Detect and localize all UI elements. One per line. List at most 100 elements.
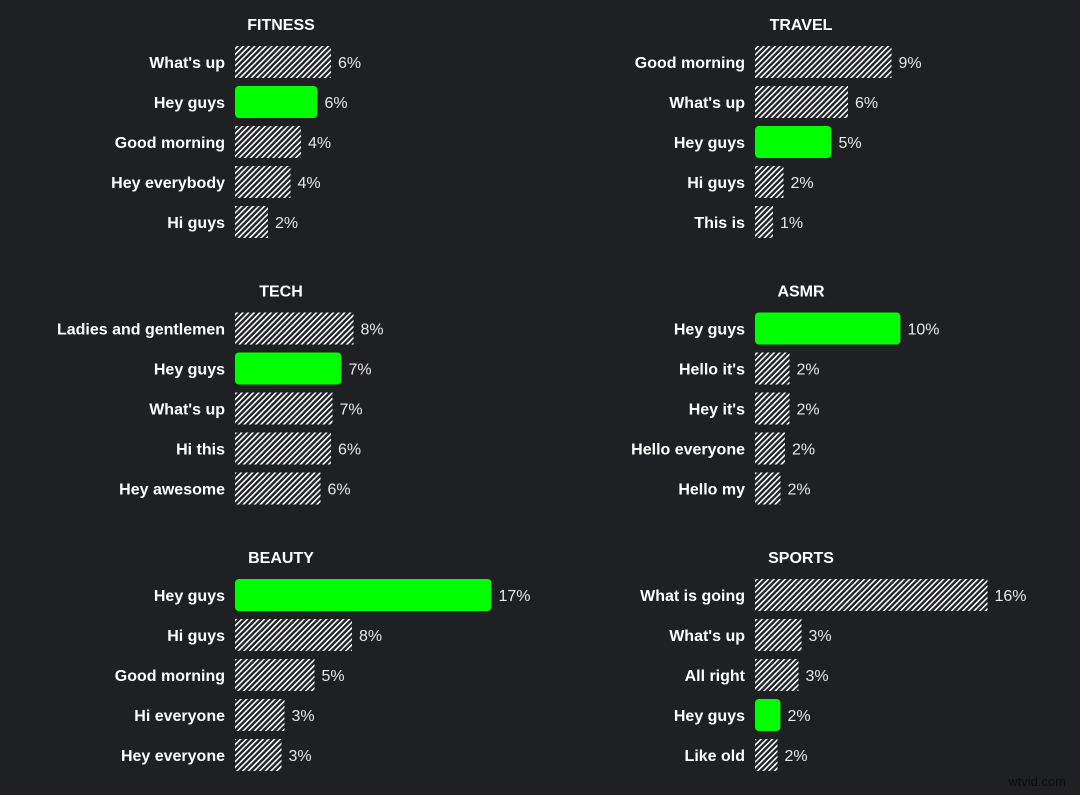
bar: [755, 392, 790, 425]
data-label: 6%: [338, 442, 361, 459]
category-label: Hey guys: [674, 135, 745, 152]
data-label: 2%: [275, 215, 298, 232]
category-label: Good morning: [115, 668, 225, 685]
panel-title: ASMR: [777, 284, 825, 301]
bar: [755, 312, 901, 345]
data-label: 2%: [788, 482, 811, 499]
watermark: wtvid.com: [1008, 774, 1066, 789]
data-label: 6%: [338, 55, 361, 72]
category-label: Hey guys: [674, 708, 745, 725]
data-label: 6%: [855, 95, 878, 112]
bar: [755, 432, 785, 465]
data-label: 2%: [797, 362, 820, 379]
data-label: 16%: [995, 588, 1027, 605]
category-label: What's up: [149, 402, 225, 419]
bar: [755, 619, 802, 651]
category-label: Hi guys: [167, 215, 225, 232]
panel-travel: TRAVEL Good morning 9% What's up 6% Hey guys 5…: [635, 17, 922, 238]
bar: [755, 659, 799, 691]
bar: [755, 739, 778, 771]
data-label: 6%: [325, 95, 348, 112]
data-label: 9%: [899, 55, 922, 72]
data-label: 5%: [839, 135, 862, 152]
category-label: Hi guys: [687, 175, 745, 192]
data-label: 8%: [361, 322, 384, 339]
category-label: Hi guys: [167, 628, 225, 645]
bar: [235, 699, 285, 731]
data-label: 3%: [292, 708, 315, 725]
category-label: Hello it's: [679, 362, 745, 379]
data-label: 10%: [908, 322, 940, 339]
data-label: 2%: [797, 402, 820, 419]
category-label: Hey guys: [154, 362, 225, 379]
panel-title: TRAVEL: [770, 17, 833, 34]
data-label: 2%: [785, 748, 808, 765]
bar: [755, 579, 988, 611]
category-label: Hi everyone: [134, 708, 225, 725]
data-label: 7%: [340, 402, 363, 419]
category-label: All right: [685, 668, 746, 685]
bar: [235, 46, 331, 78]
category-label: Hello my: [678, 482, 745, 499]
data-label: 1%: [780, 215, 803, 232]
category-label: This is: [694, 215, 745, 232]
category-label: Ladies and gentlemen: [57, 322, 225, 339]
data-label: 4%: [298, 175, 321, 192]
data-label: 3%: [289, 748, 312, 765]
panel-tech: TECH Ladies and gentlemen 8% Hey guys 7% What…: [57, 284, 384, 505]
bar: [755, 472, 781, 505]
bar: [235, 352, 342, 385]
category-label: Hey guys: [154, 588, 225, 605]
data-label: 2%: [792, 442, 815, 459]
bar: [755, 86, 848, 118]
panel-title: BEAUTY: [248, 550, 314, 567]
bar: [755, 166, 784, 198]
bar: [235, 206, 268, 238]
category-label: Hi this: [176, 442, 225, 459]
category-label: Hey guys: [154, 95, 225, 112]
data-label: 7%: [349, 362, 372, 379]
bar: [235, 432, 331, 465]
panel-fitness: FITNESS What's up 6% Hey guys 6% Good morning…: [111, 17, 361, 238]
data-label: 5%: [322, 668, 345, 685]
bar: [755, 126, 832, 158]
bar: [235, 86, 318, 118]
category-label: What's up: [669, 628, 745, 645]
panel-sports: SPORTS What is going 16% What's up 3% All rig…: [640, 550, 1027, 771]
data-label: 4%: [308, 135, 331, 152]
panel-asmr: ASMR Hey guys 10% Hello it's 2% Hey it's 2% Hel…: [631, 284, 940, 505]
data-label: 3%: [809, 628, 832, 645]
category-label: Good morning: [635, 55, 745, 72]
bar: [235, 739, 282, 771]
bar: [755, 699, 781, 731]
panel-title: SPORTS: [768, 550, 834, 567]
bar: [235, 619, 352, 651]
bar: [235, 659, 315, 691]
data-label: 17%: [499, 588, 531, 605]
panel-title: FITNESS: [247, 17, 315, 34]
data-label: 2%: [791, 175, 814, 192]
panel-title: TECH: [259, 284, 303, 301]
category-label: What's up: [149, 55, 225, 72]
data-label: 2%: [788, 708, 811, 725]
category-label: Hello everyone: [631, 442, 745, 459]
category-label: What's up: [669, 95, 745, 112]
bar: [235, 126, 301, 158]
bar: [235, 579, 492, 611]
category-label: Hey everyone: [121, 748, 225, 765]
category-label: Hey awesome: [119, 482, 225, 499]
category-label: Hey it's: [689, 402, 745, 419]
data-label: 3%: [806, 668, 829, 685]
category-label: Good morning: [115, 135, 225, 152]
bar: [235, 312, 354, 345]
category-label: Hey everybody: [111, 175, 225, 192]
panel-beauty: BEAUTY Hey guys 17% Hi guys 8% Good morning 5%…: [115, 550, 531, 771]
category-label: Like old: [685, 748, 745, 765]
data-label: 6%: [328, 482, 351, 499]
bar: [755, 206, 773, 238]
category-label: Hey guys: [674, 322, 745, 339]
data-label: 8%: [359, 628, 382, 645]
category-label: What is going: [640, 588, 745, 605]
bar: [235, 472, 321, 505]
bar: [755, 352, 790, 385]
